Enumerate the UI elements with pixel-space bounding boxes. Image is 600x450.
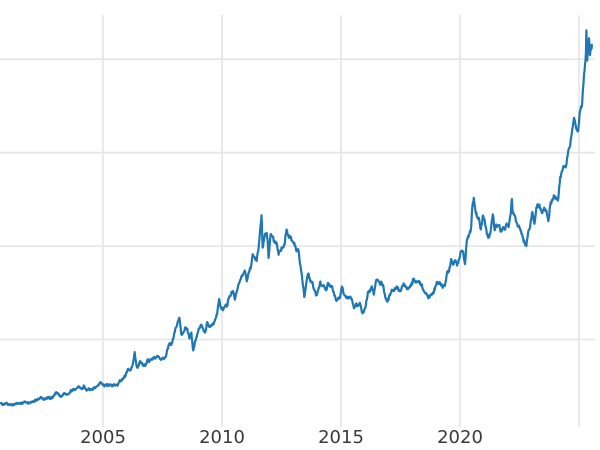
x-tick-label-2015: 2015 xyxy=(318,427,364,448)
x-tick-label-2020: 2020 xyxy=(437,427,483,448)
x-tick-label-2010: 2010 xyxy=(199,427,245,448)
price-line xyxy=(0,29,593,407)
x-tick-label-2005: 2005 xyxy=(80,427,126,448)
